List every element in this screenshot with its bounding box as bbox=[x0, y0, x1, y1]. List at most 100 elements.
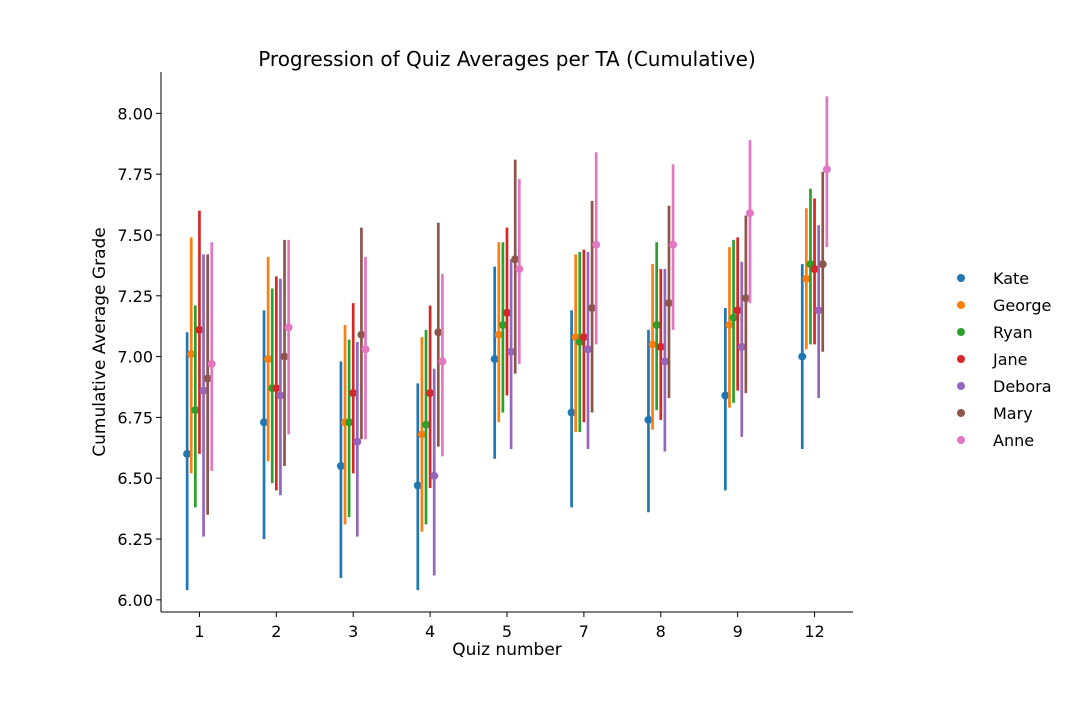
data-point bbox=[498, 320, 507, 329]
data-point bbox=[357, 330, 366, 339]
data-point bbox=[280, 352, 289, 361]
legend-label: Debora bbox=[993, 377, 1052, 396]
y-tick-label: 7.75 bbox=[117, 165, 153, 184]
data-point bbox=[745, 209, 754, 218]
legend-marker bbox=[957, 382, 965, 390]
data-point bbox=[438, 357, 447, 366]
data-point bbox=[822, 165, 831, 174]
data-point bbox=[260, 418, 269, 427]
data-point bbox=[721, 391, 730, 400]
data-point bbox=[818, 260, 827, 269]
legend-label: Anne bbox=[993, 431, 1034, 450]
data-point bbox=[203, 374, 212, 383]
x-tick-label: 3 bbox=[348, 622, 358, 641]
data-point bbox=[349, 389, 358, 398]
data-point bbox=[276, 391, 285, 400]
data-point bbox=[272, 384, 281, 393]
x-tick-label: 12 bbox=[804, 622, 824, 641]
data-point bbox=[207, 359, 216, 368]
data-point bbox=[652, 320, 661, 329]
legend-marker bbox=[957, 436, 965, 444]
data-point bbox=[507, 347, 516, 356]
data-point bbox=[345, 418, 354, 427]
data-point bbox=[515, 265, 524, 274]
data-point bbox=[583, 345, 592, 354]
data-point bbox=[737, 342, 746, 351]
y-tick-label: 6.00 bbox=[117, 591, 153, 610]
data-point bbox=[199, 386, 208, 395]
x-tick-label: 5 bbox=[502, 622, 512, 641]
data-point bbox=[417, 430, 426, 439]
y-tick-label: 7.50 bbox=[117, 226, 153, 245]
y-axis: 6.00 6.25 6.50 6.75 7.00 7.25 7.50 7.75 8.00 bbox=[117, 104, 161, 610]
data-point bbox=[422, 420, 431, 429]
data-point bbox=[592, 240, 601, 249]
data-point bbox=[426, 389, 435, 398]
series-kate bbox=[183, 264, 807, 591]
y-tick-label: 6.50 bbox=[117, 469, 153, 488]
data-point bbox=[656, 342, 665, 351]
y-axis-label: Cumulative Average Grade bbox=[90, 227, 110, 456]
data-point bbox=[187, 350, 196, 359]
data-point bbox=[725, 320, 734, 329]
series-ryan bbox=[191, 188, 815, 525]
x-tick-label: 1 bbox=[194, 622, 204, 641]
data-point bbox=[494, 330, 503, 339]
data-point bbox=[648, 340, 657, 349]
chart-title: Progression of Quiz Averages per TA (Cum… bbox=[258, 47, 756, 71]
data-point bbox=[430, 471, 439, 480]
series-anne bbox=[207, 96, 831, 471]
y-tick-label: 7.00 bbox=[117, 348, 153, 367]
legend-marker bbox=[957, 301, 965, 309]
data-point bbox=[579, 333, 588, 342]
data-point bbox=[191, 406, 200, 415]
legend-label: Ryan bbox=[993, 323, 1033, 342]
data-point bbox=[413, 481, 422, 490]
series-jane bbox=[195, 198, 819, 491]
series-mary bbox=[203, 159, 827, 515]
data-point bbox=[802, 274, 811, 283]
legend-marker bbox=[957, 355, 965, 363]
data-point bbox=[353, 437, 362, 446]
legend-marker bbox=[957, 328, 965, 336]
data-point bbox=[669, 240, 678, 249]
y-tick-label: 6.25 bbox=[117, 530, 153, 549]
data-point bbox=[361, 345, 370, 354]
legend-marker bbox=[957, 274, 965, 282]
plot-marks bbox=[183, 96, 831, 591]
data-point bbox=[644, 415, 653, 424]
legend-label: Jane bbox=[992, 350, 1028, 369]
y-tick-label: 8.00 bbox=[117, 104, 153, 123]
data-point bbox=[284, 323, 293, 332]
data-point bbox=[336, 462, 345, 471]
data-point bbox=[810, 265, 819, 274]
legend: Kate George Ryan Jane Debora Mary Anne bbox=[957, 269, 1052, 450]
data-point bbox=[511, 255, 520, 264]
y-tick-label: 7.25 bbox=[117, 287, 153, 306]
data-point bbox=[567, 408, 576, 417]
series-debora bbox=[199, 225, 823, 576]
x-tick-label: 8 bbox=[656, 622, 666, 641]
x-axis: 1 2 3 4 5 7 8 9 12 bbox=[194, 612, 825, 641]
data-point bbox=[814, 306, 823, 315]
data-point bbox=[503, 308, 511, 317]
x-tick-label: 4 bbox=[425, 622, 435, 641]
data-point bbox=[798, 352, 807, 361]
data-point bbox=[729, 313, 738, 322]
x-tick-label: 7 bbox=[579, 622, 589, 641]
legend-marker bbox=[957, 409, 965, 417]
data-point bbox=[490, 355, 499, 364]
legend-label: Mary bbox=[993, 404, 1033, 423]
x-tick-label: 9 bbox=[733, 622, 743, 641]
data-point bbox=[733, 306, 742, 315]
x-tick-label: 2 bbox=[271, 622, 281, 641]
data-point bbox=[741, 294, 750, 303]
series-george bbox=[187, 208, 811, 532]
y-tick-label: 6.75 bbox=[117, 408, 153, 427]
data-point bbox=[264, 355, 273, 364]
data-point bbox=[434, 328, 443, 337]
data-point bbox=[664, 299, 673, 308]
data-point bbox=[195, 325, 204, 334]
data-point bbox=[588, 303, 597, 312]
